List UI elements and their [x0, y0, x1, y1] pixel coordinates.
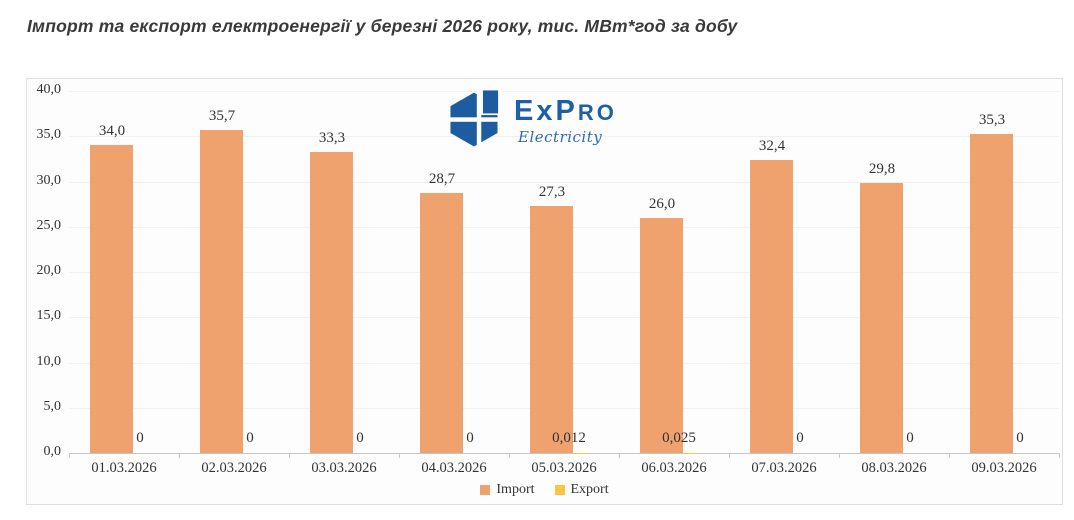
import-swatch-icon: [480, 485, 491, 495]
expro-brand: ExPro: [514, 97, 617, 126]
export-value-label: 0: [796, 430, 804, 446]
x-tick-label: 02.03.2026: [201, 460, 267, 476]
y-tick-label: 30,0: [36, 172, 62, 188]
expro-tagline: Electricity: [518, 128, 603, 146]
y-tick-label: 20,0: [36, 263, 62, 278]
y-tick-label: 25,0: [36, 217, 62, 233]
import-bar: [970, 133, 1013, 453]
x-axis-tick: [729, 453, 730, 458]
import-value-label: 35,3: [978, 111, 1006, 128]
legend-import-label: Import: [496, 482, 535, 497]
export-value-label: 0,012: [552, 430, 586, 446]
import-bar: [90, 145, 133, 453]
legend-item-import: Import: [480, 482, 535, 498]
export-value-label: 0,025: [662, 430, 696, 446]
import-value-label: 33,3: [318, 129, 346, 146]
x-axis-tick: [619, 453, 620, 458]
y-tick-label: 10,0: [36, 353, 62, 369]
import-value-label: 34,0: [98, 123, 126, 140]
x-tick-label: 03.03.2026: [311, 460, 377, 476]
expro-logo-icon: [446, 89, 502, 149]
expro-logo-text: ExPro Electricity: [514, 89, 617, 147]
gridline: [69, 136, 1059, 138]
x-axis-tick: [1059, 453, 1060, 458]
x-axis-tick: [399, 453, 400, 458]
x-tick-label: 06.03.2026: [641, 460, 707, 476]
x-tick-label: 05.03.2026: [531, 460, 597, 476]
y-tick-label: 40,0: [36, 82, 62, 97]
import-value-label: 35,7: [208, 107, 236, 124]
x-tick-label: 09.03.2026: [971, 460, 1037, 476]
import-bar: [530, 205, 573, 453]
legend-export-label: Export: [570, 482, 609, 497]
y-tick-label: 0,0: [43, 444, 62, 459]
export-value-label: 0: [906, 430, 914, 446]
y-tick-label: 15,0: [36, 308, 62, 324]
x-axis-tick: [69, 453, 70, 458]
x-tick-label: 04.03.2026: [421, 460, 487, 476]
x-axis-line: [69, 453, 1059, 454]
import-value-label: 26,0: [648, 195, 676, 212]
page-title: Імпорт та експорт електроенергії у берез…: [27, 16, 738, 36]
x-axis-tick: [839, 453, 840, 458]
import-bar: [310, 151, 353, 453]
import-value-label: 32,4: [758, 137, 786, 154]
import-bar: [200, 129, 243, 453]
export-swatch-icon: [554, 485, 565, 495]
legend-item-export: Export: [554, 482, 609, 498]
import-value-label: 29,8: [868, 161, 896, 178]
x-axis-tick: [509, 453, 510, 458]
export-value-label: 0: [356, 430, 364, 446]
chart-legend: Import Export: [27, 482, 1062, 498]
x-axis-tick: [289, 453, 290, 458]
x-tick-label: 01.03.2026: [91, 460, 157, 476]
export-value-label: 0: [1016, 430, 1024, 446]
export-value-label: 0: [246, 430, 254, 446]
chart-card: 0,0 5,0 10,0 15,0 20,0 25,0 30,0 35,0 40,0 34,0 0 0…: [26, 78, 1063, 505]
gridline: [69, 91, 1059, 92]
y-tick-label: 35,0: [36, 127, 62, 143]
x-tick-label: 08.03.2026: [861, 460, 927, 476]
export-value-label: 0: [136, 430, 144, 446]
x-axis-tick: [179, 453, 180, 458]
import-bar: [860, 183, 903, 453]
brand-p: P: [555, 95, 578, 127]
import-bar: [750, 159, 793, 453]
x-tick-label: 07.03.2026: [751, 460, 817, 476]
export-value-label: 0: [466, 430, 474, 446]
import-value-label: 28,7: [428, 171, 456, 188]
brand-ex: Ex: [514, 95, 556, 127]
x-axis-tick: [949, 453, 950, 458]
y-tick-label: 5,0: [43, 398, 62, 414]
import-bar: [640, 217, 683, 453]
import-bar: [420, 193, 463, 453]
gridline: [69, 181, 1059, 183]
import-value-label: 27,3: [538, 183, 566, 200]
brand-ro: ro: [577, 100, 617, 125]
expro-logo: ExPro Electricity: [446, 89, 617, 149]
